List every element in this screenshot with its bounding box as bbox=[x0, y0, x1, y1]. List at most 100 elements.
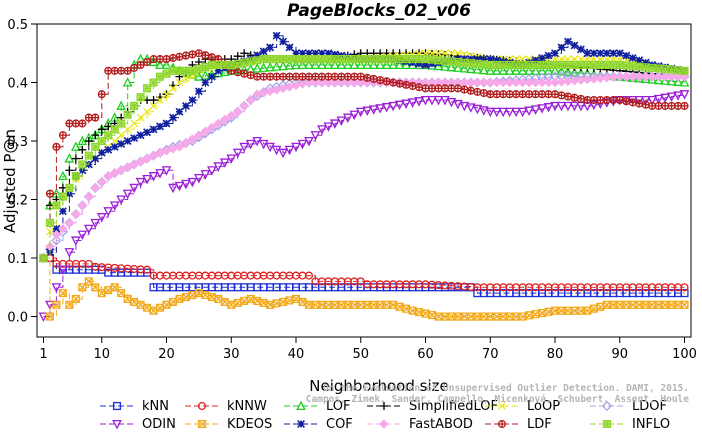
data-point bbox=[175, 107, 184, 116]
data-point bbox=[478, 64, 489, 75]
data-point bbox=[155, 59, 165, 70]
data-point bbox=[272, 55, 281, 64]
data-point bbox=[511, 65, 522, 75]
legend-marker bbox=[112, 401, 122, 411]
data-point bbox=[70, 141, 81, 151]
data-point bbox=[680, 66, 689, 75]
data-point bbox=[52, 224, 61, 233]
data-point bbox=[667, 65, 676, 74]
data-point bbox=[563, 66, 573, 77]
data-point bbox=[641, 58, 650, 67]
data-point bbox=[465, 103, 476, 113]
data-point bbox=[337, 55, 346, 64]
data-point bbox=[336, 77, 347, 88]
data-point bbox=[58, 224, 68, 234]
data-point bbox=[343, 72, 352, 81]
data-point bbox=[628, 71, 638, 82]
data-point bbox=[673, 91, 683, 101]
data-point bbox=[71, 209, 81, 219]
data-point bbox=[78, 119, 87, 128]
data-point bbox=[84, 259, 93, 268]
data-point bbox=[219, 158, 230, 168]
data-point bbox=[91, 142, 100, 151]
data-point bbox=[65, 166, 74, 175]
data-point bbox=[213, 162, 224, 172]
data-point bbox=[323, 122, 334, 132]
data-point bbox=[323, 59, 334, 70]
data-point bbox=[284, 60, 295, 70]
data-point bbox=[51, 235, 62, 246]
data-point bbox=[214, 66, 223, 75]
data-point bbox=[628, 98, 637, 107]
data-point bbox=[511, 107, 522, 118]
data-point bbox=[239, 142, 250, 153]
data-point bbox=[194, 64, 203, 73]
data-point bbox=[156, 96, 164, 104]
data-point bbox=[200, 170, 211, 180]
data-point bbox=[511, 77, 521, 88]
data-point bbox=[466, 55, 475, 64]
data-point bbox=[45, 189, 55, 198]
data-point bbox=[252, 136, 263, 147]
data-point bbox=[123, 110, 132, 119]
data-point bbox=[97, 125, 106, 134]
series-line bbox=[43, 35, 685, 259]
data-point bbox=[329, 59, 340, 70]
data-point bbox=[486, 90, 495, 99]
data-point bbox=[343, 77, 353, 88]
data-point bbox=[635, 62, 644, 71]
data-point bbox=[279, 37, 288, 46]
data-point bbox=[64, 153, 75, 163]
data-point bbox=[51, 283, 62, 293]
legend: kNN kNNW LOF SimplifiedLOF LoOP LDOF ODIN KDEOS… bbox=[100, 399, 670, 432]
data-point bbox=[279, 297, 288, 306]
data-point bbox=[648, 63, 657, 72]
data-point bbox=[311, 72, 320, 81]
data-point bbox=[388, 101, 399, 112]
data-point bbox=[304, 49, 313, 58]
data-point bbox=[596, 60, 605, 70]
x-tick-label: 30 bbox=[223, 347, 240, 362]
data-point bbox=[596, 302, 605, 311]
data-point bbox=[52, 201, 61, 210]
data-point bbox=[227, 60, 236, 70]
data-point bbox=[187, 177, 198, 188]
data-point bbox=[266, 300, 275, 309]
y-axis-label: Adjusted P@n bbox=[1, 129, 19, 233]
data-point bbox=[266, 72, 275, 81]
data-point bbox=[291, 142, 301, 153]
data-point bbox=[479, 55, 488, 64]
data-point bbox=[596, 96, 605, 105]
data-point bbox=[278, 148, 288, 159]
data-point bbox=[589, 96, 598, 105]
x-tick-label: 1 bbox=[39, 347, 47, 362]
data-point bbox=[71, 154, 80, 163]
data-point bbox=[233, 52, 242, 61]
data-point bbox=[123, 137, 132, 145]
data-point bbox=[512, 90, 521, 99]
data-point bbox=[479, 89, 488, 98]
data-point bbox=[628, 53, 637, 62]
data-point bbox=[130, 63, 139, 72]
data-point bbox=[355, 59, 366, 70]
data-point bbox=[169, 113, 177, 122]
data-point bbox=[454, 49, 462, 58]
data-point bbox=[544, 60, 553, 70]
x-tick-label: 60 bbox=[417, 347, 434, 362]
data-point bbox=[304, 136, 314, 147]
data-point bbox=[77, 230, 88, 241]
data-point bbox=[680, 300, 689, 309]
legend-marker bbox=[112, 419, 122, 430]
data-point bbox=[421, 60, 430, 69]
data-point bbox=[155, 72, 165, 81]
data-point bbox=[239, 101, 249, 111]
data-point bbox=[557, 43, 566, 52]
data-point bbox=[479, 77, 489, 88]
data-point bbox=[543, 77, 554, 88]
data-point bbox=[317, 125, 327, 135]
data-point bbox=[310, 131, 321, 141]
data-point bbox=[525, 60, 534, 70]
legend-marker bbox=[380, 402, 388, 410]
data-point bbox=[84, 151, 93, 160]
data-point bbox=[673, 76, 683, 86]
